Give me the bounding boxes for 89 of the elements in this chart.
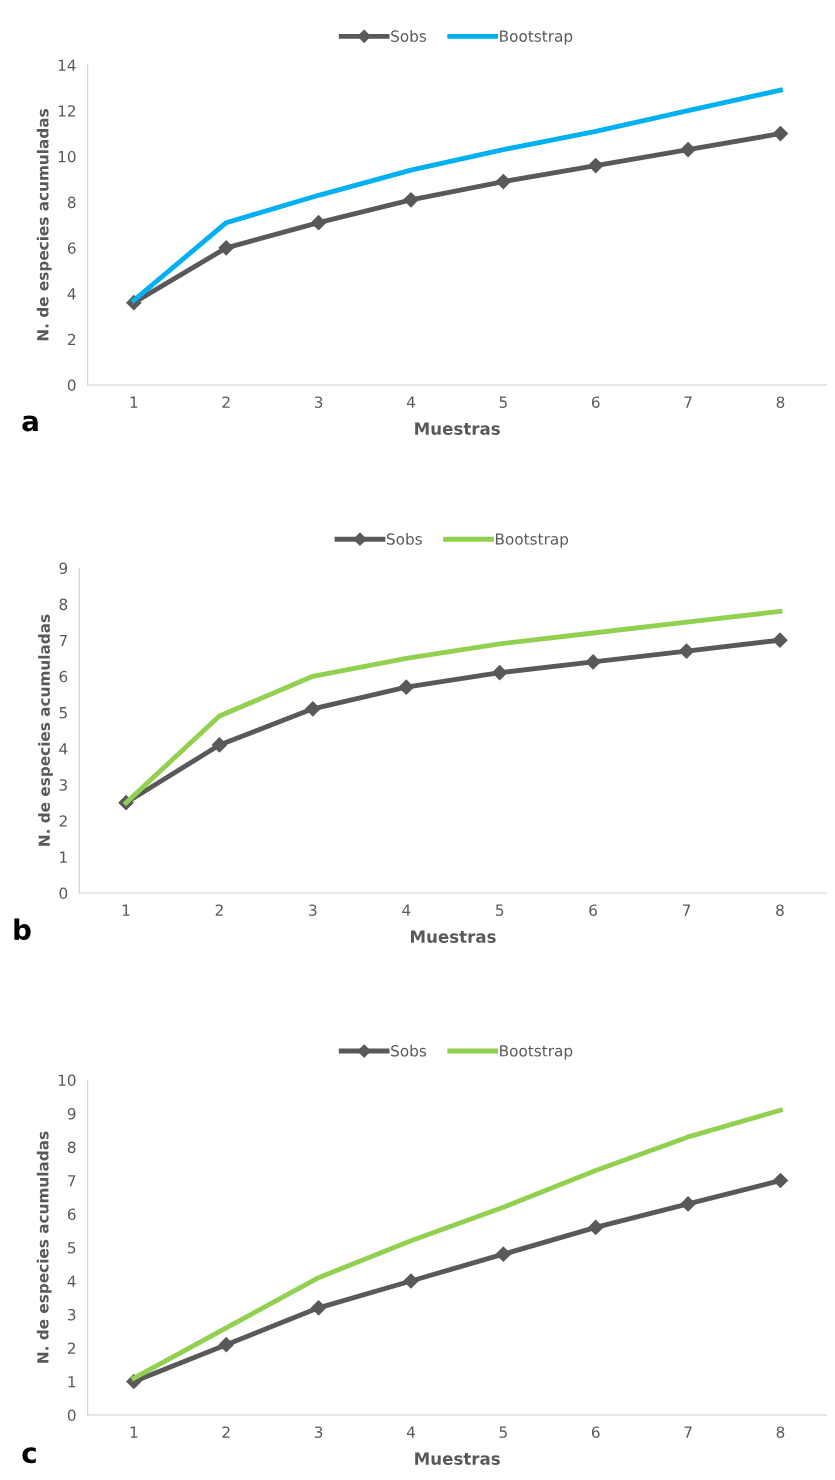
y-tick-label: 1 bbox=[68, 1376, 76, 1388]
point bbox=[678, 643, 695, 659]
point bbox=[495, 1246, 511, 1262]
point bbox=[305, 701, 321, 717]
point bbox=[311, 215, 327, 231]
legend-label: Bootstrap bbox=[500, 30, 573, 45]
y-tick-label: 0 bbox=[67, 1409, 76, 1422]
point bbox=[218, 240, 234, 256]
x-axis-title: Muestras bbox=[411, 930, 496, 943]
point bbox=[772, 632, 788, 648]
y-tick-label: 9 bbox=[59, 562, 68, 575]
point bbox=[772, 1172, 789, 1189]
y-axis-title: N. de especies acumuladas bbox=[36, 1131, 52, 1363]
y-tick-label: 0 bbox=[67, 379, 76, 392]
point bbox=[585, 654, 601, 670]
x-axis-title: Muestras bbox=[415, 422, 500, 435]
point bbox=[403, 192, 419, 208]
x-tick-label: 8 bbox=[776, 904, 784, 916]
y-tick-label: 10 bbox=[58, 150, 76, 163]
point bbox=[311, 1300, 327, 1316]
point bbox=[680, 142, 696, 158]
y-axis-title: N. de especies acumuladas bbox=[36, 109, 52, 341]
y-tick-label: 6 bbox=[67, 242, 76, 254]
y-tick-label: 5 bbox=[59, 707, 67, 719]
y-tick-label: 2 bbox=[59, 815, 67, 827]
x-tick-label: 7 bbox=[684, 396, 692, 408]
x-tick-label: 5 bbox=[496, 904, 504, 916]
point bbox=[403, 1273, 419, 1289]
x-axis-title: Muestras bbox=[415, 1452, 500, 1465]
x-tick-label: 5 bbox=[499, 1426, 507, 1438]
x-tick-label: 4 bbox=[402, 904, 411, 916]
y-tick-label: 2 bbox=[67, 1342, 76, 1354]
x-tick-label: 6 bbox=[591, 396, 600, 408]
x-tick-label: 2 bbox=[222, 1426, 230, 1438]
legend-label: Sobs bbox=[391, 30, 427, 42]
point bbox=[495, 174, 511, 190]
legend-label: Sobs bbox=[386, 532, 422, 545]
text: a bbox=[22, 415, 38, 432]
y-tick-label: 7 bbox=[68, 1175, 76, 1187]
y-tick-label: 0 bbox=[59, 887, 68, 900]
y-axis-title: N. de especies acumuladas bbox=[38, 614, 53, 846]
x-tick-label: 5 bbox=[499, 396, 507, 408]
y-tick-label: 8 bbox=[67, 1141, 76, 1154]
text: b bbox=[14, 918, 31, 941]
x-tick-label: 6 bbox=[591, 1426, 600, 1438]
legend-label: Bootstrap bbox=[500, 1045, 573, 1060]
point bbox=[218, 1337, 234, 1353]
y-tick-label: 2 bbox=[67, 333, 76, 346]
y-tick-label: 4 bbox=[67, 1275, 76, 1287]
x-tick-label: 1 bbox=[130, 396, 138, 408]
y-tick-label: 6 bbox=[59, 670, 68, 683]
y-tick-label: 9 bbox=[67, 1107, 76, 1120]
point bbox=[211, 737, 228, 753]
x-tick-label: 8 bbox=[776, 1426, 785, 1438]
y-tick-label: 3 bbox=[68, 1308, 76, 1321]
x-tick-label: 3 bbox=[309, 904, 317, 916]
y-tick-label: 8 bbox=[67, 196, 76, 209]
y-tick-label: 12 bbox=[58, 105, 76, 117]
x-tick-label: 3 bbox=[314, 396, 323, 408]
x-tick-label: 7 bbox=[684, 1426, 692, 1438]
x-tick-label: 4 bbox=[406, 1426, 415, 1438]
x-tick-label: 8 bbox=[776, 396, 785, 408]
legend-label: Bootstrap bbox=[495, 533, 569, 548]
y-tick-label: 8 bbox=[59, 598, 68, 611]
text: c bbox=[22, 1447, 36, 1464]
x-tick-label: 4 bbox=[406, 396, 415, 408]
x-tick-label: 2 bbox=[215, 904, 223, 916]
y-tick-label: 6 bbox=[67, 1208, 76, 1221]
y-tick-label: 4 bbox=[59, 743, 68, 755]
y-tick-label: 3 bbox=[59, 779, 67, 791]
x-tick-label: 2 bbox=[222, 396, 230, 408]
point bbox=[772, 126, 789, 142]
y-tick-label: 4 bbox=[67, 288, 76, 300]
point bbox=[588, 158, 604, 174]
y-tick-label: 10 bbox=[58, 1074, 76, 1087]
x-tick-label: 6 bbox=[589, 904, 598, 916]
point bbox=[680, 1196, 696, 1212]
y-tick-label: 14 bbox=[58, 59, 76, 71]
x-tick-label: 3 bbox=[314, 1426, 323, 1438]
x-tick-label: 1 bbox=[130, 1426, 138, 1438]
x-tick-label: 1 bbox=[122, 904, 130, 916]
legend-label: Sobs bbox=[391, 1044, 427, 1057]
point bbox=[398, 679, 414, 695]
y-tick-label: 1 bbox=[60, 851, 67, 863]
y-tick-label: 5 bbox=[68, 1242, 76, 1254]
y-tick-label: 7 bbox=[59, 634, 67, 647]
point bbox=[588, 1219, 604, 1235]
point bbox=[492, 665, 508, 681]
x-tick-label: 7 bbox=[682, 904, 691, 916]
